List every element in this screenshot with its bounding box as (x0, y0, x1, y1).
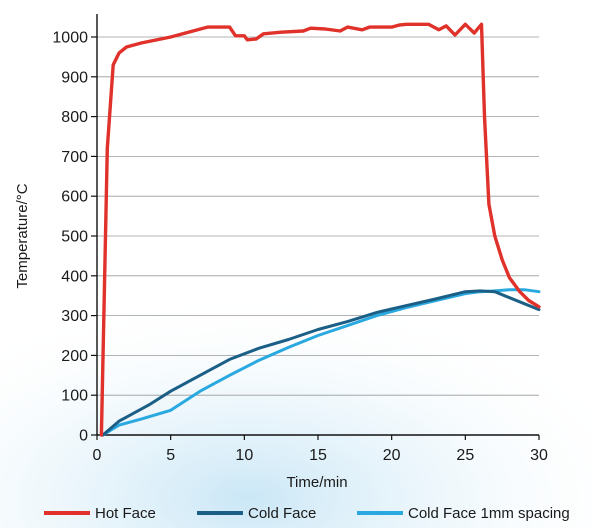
x-tick-label-0: 0 (93, 447, 102, 464)
y-tick-label-700: 700 (61, 149, 88, 166)
series-line-hot-face (99, 22, 541, 437)
y-tick-label-600: 600 (61, 189, 88, 206)
x-axis-title: Time/min (286, 474, 347, 491)
x-tick-label-10: 10 (235, 447, 253, 464)
series-lines (99, 22, 541, 437)
x-tick-label-30: 30 (530, 447, 548, 464)
x-tick-label-5: 5 (166, 447, 175, 464)
y-tick-label-300: 300 (61, 308, 88, 325)
grid-lines (97, 36, 539, 396)
legend-label-cold-face-1mm-spacing: Cold Face 1mm spacing (408, 505, 570, 522)
y-tick-label-0: 0 (79, 428, 88, 445)
y-axis-title: Temperature/°C (14, 183, 31, 288)
y-tick-label-900: 900 (61, 69, 88, 86)
y-tick-label-500: 500 (61, 229, 88, 246)
axes (91, 14, 540, 440)
legend-label-hot-face: Hot Face (95, 505, 156, 522)
legend-label-cold-face: Cold Face (248, 505, 316, 522)
y-tick-label-400: 400 (61, 268, 88, 285)
background-glow (0, 230, 591, 528)
y-tick-label-100: 100 (61, 388, 88, 405)
y-tick-label-1000: 1000 (52, 30, 88, 47)
y-tick-labels: 0 100 200 300 400 500 600 700 800 900 1000 (52, 30, 88, 445)
legend: Hot Face Cold Face Cold Face 1mm spacing (44, 505, 570, 522)
y-tick-label-800: 800 (61, 109, 88, 126)
y-tick-label-200: 200 (61, 348, 88, 365)
x-tick-label-15: 15 (309, 447, 327, 464)
series-line-cold-face (101, 289, 541, 437)
x-tick-labels: 0 5 10 15 20 25 30 (93, 447, 548, 464)
x-tick-label-20: 20 (383, 447, 401, 464)
x-tick-label-25: 25 (456, 447, 474, 464)
